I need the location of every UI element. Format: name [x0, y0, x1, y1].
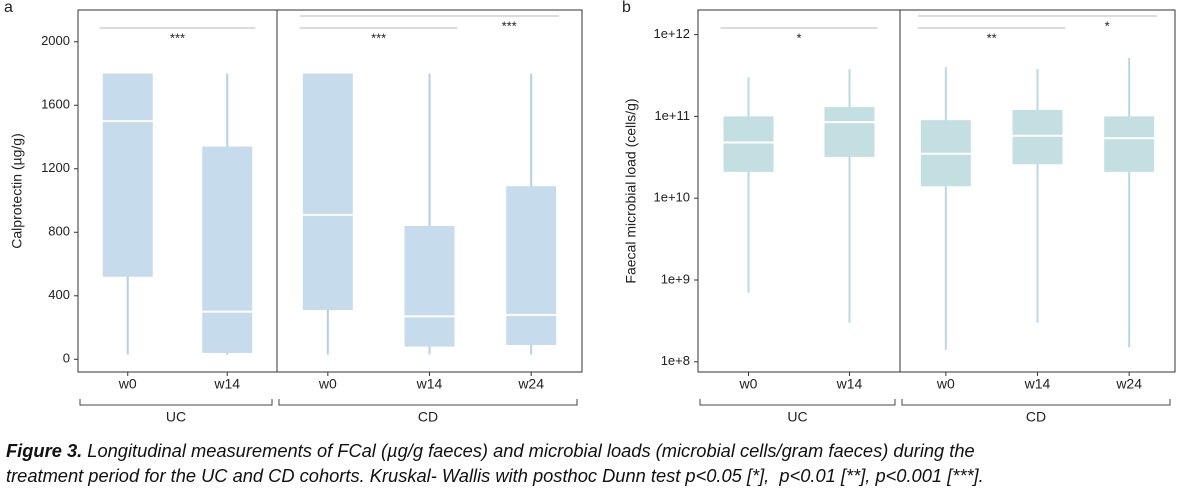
- group-bracket: [79, 399, 273, 406]
- box: [202, 146, 253, 353]
- caption-label: Figure 3.: [6, 440, 83, 461]
- x-tick-label: w24: [1115, 376, 1142, 392]
- y-tick-label: 1e+11: [654, 108, 690, 123]
- plot-frame: [77, 9, 583, 373]
- box: [723, 116, 774, 172]
- significance-label: *: [1105, 18, 1110, 33]
- plot-frame: [697, 9, 1176, 373]
- figure: a Calprotectin (µg/g) 0 400 800 1200 1600 2000 w…: [4, 0, 1176, 425]
- significance-label: ***: [170, 30, 185, 45]
- significance-label: *: [796, 30, 801, 45]
- significance-label: **: [987, 30, 997, 45]
- y-tick-label: 2000: [41, 33, 70, 48]
- x-tick-label: w14: [836, 376, 863, 392]
- y-tick-label: 0: [63, 351, 70, 366]
- caption-line: treatment period for the UC and CD cohor…: [6, 465, 984, 486]
- group-bracket: [901, 399, 1171, 406]
- y-tick-label: 800: [48, 224, 70, 239]
- y-tick-label: 1200: [41, 160, 70, 175]
- y-tick-label: 1e+12: [653, 26, 690, 41]
- y-axis-label: Calprotectin (µg/g): [9, 133, 25, 248]
- x-tick-label: w14: [416, 376, 443, 392]
- caption-line: Longitudinal measurements of FCal (µg/g …: [87, 440, 975, 461]
- box: [506, 186, 557, 346]
- y-tick-label: 1e+10: [653, 190, 690, 205]
- group-bracket: [278, 399, 578, 406]
- x-tick-label: w0: [739, 376, 758, 392]
- box: [824, 107, 875, 157]
- caption: Figure 3. Longitudinal measurements of F…: [6, 438, 984, 488]
- y-tick-label: 1e+8: [661, 353, 690, 368]
- panel-label: a: [4, 0, 13, 16]
- box: [1104, 116, 1155, 172]
- group-label: CD: [418, 409, 438, 425]
- group-label: UC: [787, 409, 807, 425]
- x-tick-label: w24: [517, 376, 544, 392]
- panel-label: b: [622, 0, 631, 16]
- y-tick-label: 400: [48, 287, 70, 302]
- x-tick-label: w0: [318, 376, 337, 392]
- group-label: CD: [1026, 409, 1046, 425]
- significance-label: ***: [371, 30, 386, 45]
- significance-label: ***: [502, 18, 517, 33]
- box: [404, 225, 455, 347]
- y-tick-label: 1e+9: [661, 271, 690, 286]
- group-label: UC: [166, 409, 186, 425]
- box: [102, 73, 153, 277]
- x-tick-label: w0: [118, 376, 137, 392]
- y-axis-label: Faecal microbial load (cells/g): [623, 98, 639, 283]
- y-tick-label: 1600: [41, 97, 70, 112]
- group-bracket: [699, 399, 896, 406]
- box: [302, 73, 353, 311]
- box: [1012, 109, 1063, 165]
- x-tick-label: w14: [1024, 376, 1051, 392]
- x-tick-label: w0: [936, 376, 955, 392]
- x-tick-label: w14: [213, 376, 240, 392]
